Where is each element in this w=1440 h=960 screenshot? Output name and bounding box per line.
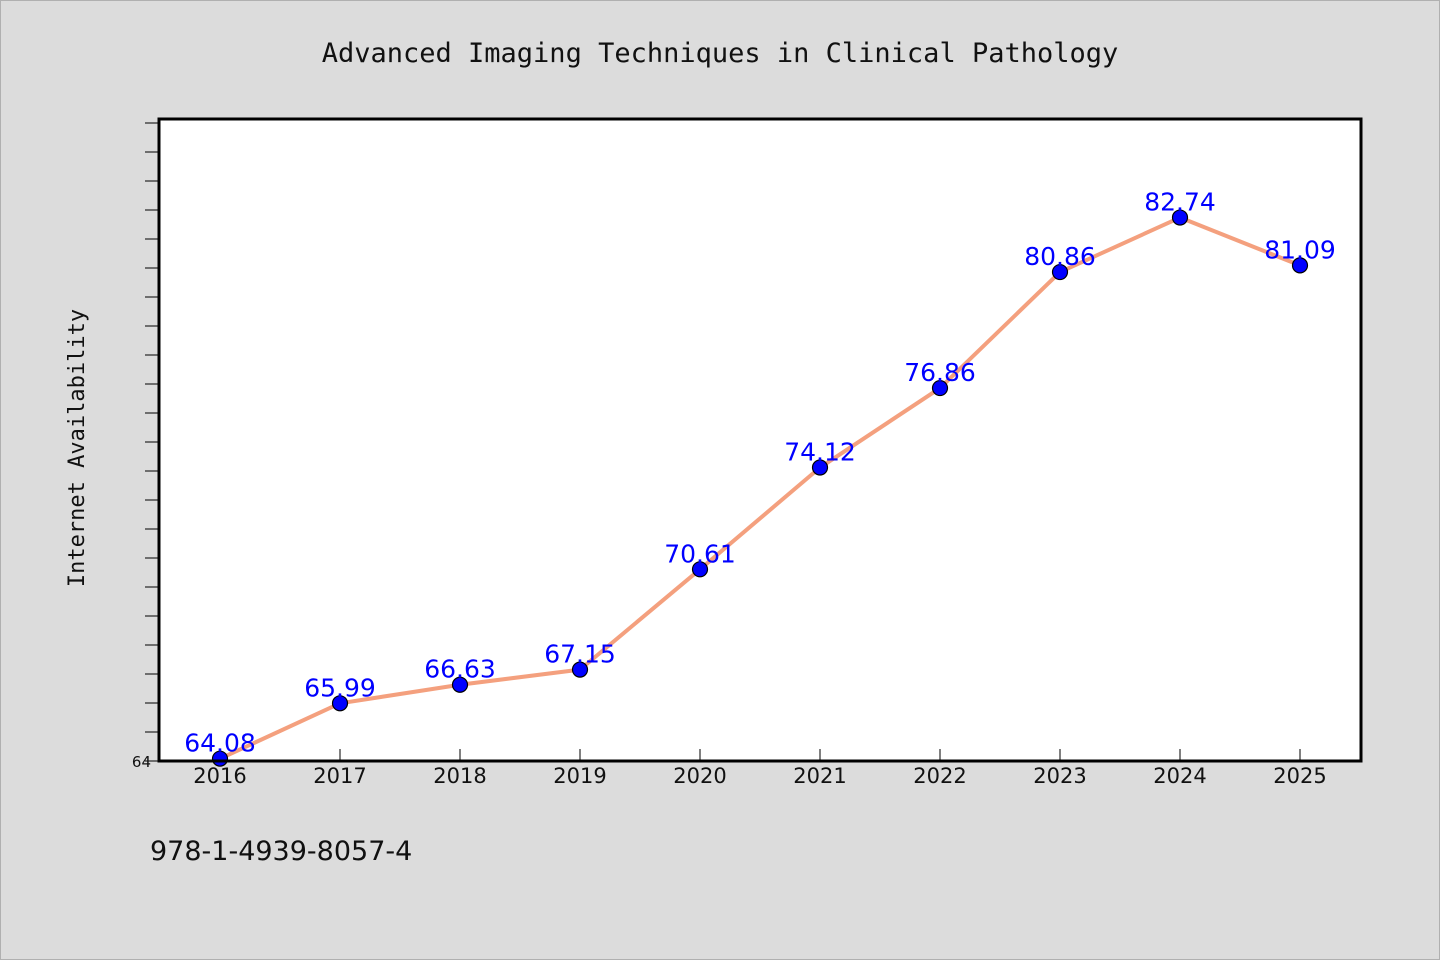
data-label: 66.63 (424, 655, 496, 684)
data-labels: 64.08 65.99 66.63 67.15 70.61 74.12 76.86 80.86… (184, 188, 1336, 758)
plot-frame (157, 117, 1363, 763)
data-point (931, 379, 949, 397)
chart-title: Advanced Imaging Techniques in Clinical … (322, 38, 1119, 69)
data-point (451, 676, 469, 693)
x-tick-label: 2024 (1153, 764, 1206, 788)
data-point (1051, 263, 1069, 281)
x-tick-label: 2025 (1273, 764, 1326, 788)
y-axis-ticks: 64 (132, 122, 158, 771)
x-tick-label: 2018 (433, 764, 486, 788)
x-tick-label: 2020 (673, 764, 726, 788)
y-tick-label: 64 (132, 753, 151, 771)
data-label: 67.15 (544, 640, 616, 669)
data-point (1291, 257, 1309, 274)
data-point (1171, 209, 1189, 226)
x-tick-label: 2019 (553, 764, 606, 788)
data-label: 81.09 (1264, 235, 1336, 264)
x-axis-ticks: 2016 2017 2018 2019 2020 2021 2022 2023 2024 2025 (193, 749, 1327, 788)
series-line (218, 215, 1302, 761)
data-label: 64.08 (184, 729, 256, 758)
data-label: 82.74 (1144, 188, 1216, 217)
data-point (571, 661, 589, 678)
x-tick-label: 2023 (1033, 764, 1086, 788)
x-tick-label: 2016 (193, 764, 246, 788)
isbn-text: 978-1-4939-8057-4 (150, 836, 413, 867)
x-tick-label: 2017 (313, 764, 366, 788)
x-tick-label: 2022 (913, 764, 966, 788)
data-label: 80.86 (1024, 242, 1096, 271)
data-point (811, 459, 829, 476)
data-points (211, 209, 1309, 767)
data-point (691, 561, 709, 578)
data-point (331, 695, 349, 712)
data-label: 76.86 (904, 358, 976, 387)
data-label: 65.99 (304, 673, 376, 702)
data-label: 70.61 (664, 539, 736, 568)
data-label: 74.12 (784, 438, 856, 467)
x-tick-label: 2021 (793, 764, 846, 788)
y-axis-label: Internet Availability (65, 309, 90, 587)
